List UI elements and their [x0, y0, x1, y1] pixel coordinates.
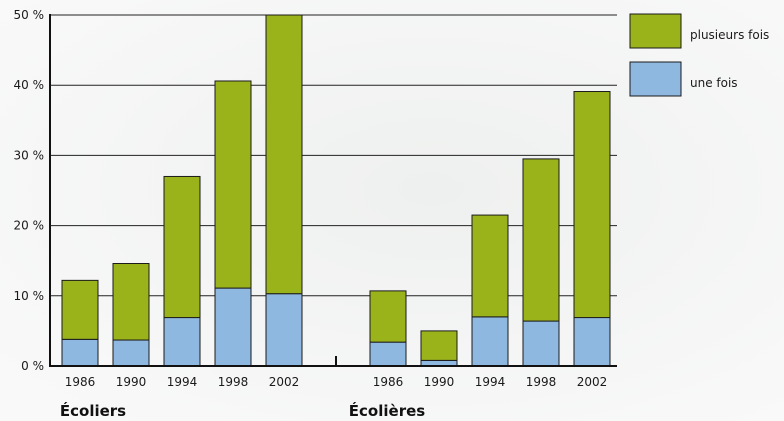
bar-segment-plusieurs-fois	[369, 290, 407, 343]
bar-segment-plusieurs-fois	[265, 14, 303, 295]
bar-segment-plusieurs-fois	[522, 158, 560, 322]
x-tick-label: 1986	[373, 375, 404, 389]
bar-segment-plusieurs-fois	[163, 175, 201, 319]
legend-swatch	[629, 61, 682, 97]
bar-segment-plusieurs-fois	[573, 91, 611, 319]
bar-segment-plusieurs-fois	[112, 263, 150, 341]
bar-segment-une-fois	[163, 317, 201, 367]
bar-segment-plusieurs-fois	[471, 214, 509, 318]
bar-segment-plusieurs-fois	[214, 80, 252, 289]
bar-segment-une-fois	[522, 320, 560, 367]
y-tick-label: 20 %	[14, 219, 45, 233]
legend-label: une fois	[690, 76, 738, 90]
x-tick-label: 2002	[577, 375, 608, 389]
y-tick-label: 0 %	[21, 359, 44, 373]
group-label: Écolières	[349, 401, 425, 420]
bar-segment-plusieurs-fois	[420, 330, 458, 361]
y-tick-label: 10 %	[14, 289, 45, 303]
group-label: Écoliers	[60, 401, 126, 420]
bar-segment-une-fois	[471, 316, 509, 367]
legend-swatch	[629, 13, 682, 49]
y-tick-label: 40 %	[14, 78, 45, 92]
x-tick-label: 1990	[424, 375, 455, 389]
legend-label: plusieurs fois	[690, 28, 769, 42]
x-tick-label: 1990	[116, 375, 147, 389]
x-tick-label: 1994	[167, 375, 198, 389]
bars	[61, 14, 611, 367]
bar-segment-une-fois	[265, 293, 303, 367]
x-tick-label: 1998	[218, 375, 249, 389]
x-tick-label: 1994	[475, 375, 506, 389]
y-tick-label: 30 %	[14, 148, 45, 162]
bar-segment-plusieurs-fois	[61, 279, 99, 340]
x-tick-label: 2002	[269, 375, 300, 389]
bar-segment-une-fois	[573, 317, 611, 367]
x-axis: 1986 1990 1994 1998 2002 Écoliers 1986 1990 1994…	[50, 356, 617, 420]
y-axis: 0 % 10 % 20 % 30 % 40 % 50 %	[14, 8, 51, 373]
bar-segment-une-fois	[61, 338, 99, 367]
x-tick-label: 1986	[65, 375, 96, 389]
bar-segment-une-fois	[112, 339, 150, 367]
bar-segment-une-fois	[369, 341, 407, 367]
x-tick-label: 1998	[526, 375, 557, 389]
bar-segment-une-fois	[214, 287, 252, 367]
legend: plusieurs fois une fois	[629, 13, 769, 97]
y-tick-label: 50 %	[14, 8, 45, 22]
